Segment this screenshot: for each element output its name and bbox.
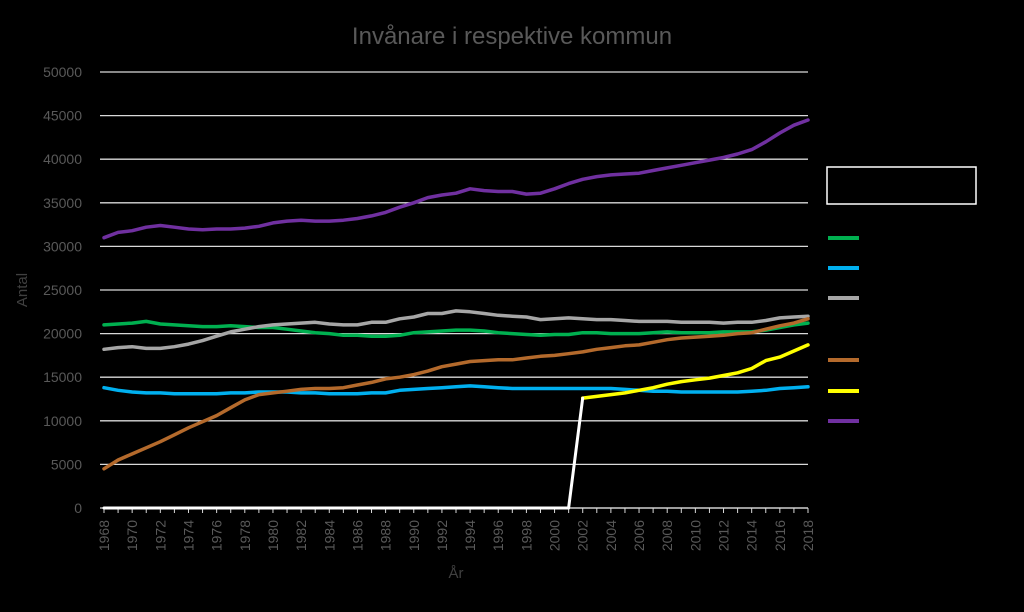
x-tick-label: 1968 xyxy=(96,520,112,551)
series-line-4 xyxy=(102,317,810,471)
y-tick-label: 25000 xyxy=(43,282,82,298)
x-tick-label: 1980 xyxy=(265,520,281,551)
x-tick-label: 1990 xyxy=(406,520,422,551)
x-tick-label: 2000 xyxy=(547,520,563,551)
legend xyxy=(826,166,977,423)
x-tick-label: 1970 xyxy=(124,520,140,551)
x-tick-label: 2018 xyxy=(800,520,816,551)
y-tick-label: 45000 xyxy=(43,108,82,124)
x-tick-label: 1978 xyxy=(237,520,253,551)
x-tick-label: 2006 xyxy=(631,520,647,551)
x-tick-label: 1982 xyxy=(293,520,309,551)
y-tick-label: 30000 xyxy=(43,238,82,254)
x-tick-label: 1992 xyxy=(434,520,450,551)
y-axis-ticks: 0 5000 10000 15000 20000 25000 30000 35000 40000… xyxy=(43,64,82,516)
series-line-3 xyxy=(102,309,810,352)
series-line-2 xyxy=(102,384,810,396)
y-tick-label: 15000 xyxy=(43,369,82,385)
y-tick-label: 20000 xyxy=(43,326,82,342)
x-axis-label: År xyxy=(449,565,464,582)
series-lines xyxy=(102,118,810,510)
series-line-6 xyxy=(102,118,810,240)
y-tick-label: 35000 xyxy=(43,195,82,211)
x-tick-label: 2014 xyxy=(744,520,760,551)
x-tick-label: 1998 xyxy=(518,520,534,551)
y-axis-label: Antal xyxy=(14,273,31,307)
x-tick-label: 1972 xyxy=(152,520,168,551)
x-tick-label: 1976 xyxy=(209,520,225,551)
y-tick-label: 5000 xyxy=(51,456,82,472)
x-tick-label: 1988 xyxy=(378,520,394,551)
x-tick-label: 2002 xyxy=(575,520,591,551)
x-tick-label: 1996 xyxy=(490,520,506,551)
y-tick-label: 40000 xyxy=(43,151,82,167)
series-line-7 xyxy=(102,396,585,510)
chart-title: Invånare i respektive kommun xyxy=(352,23,672,50)
x-tick-label: 1986 xyxy=(349,520,365,551)
x-tick-label: 2016 xyxy=(772,520,788,551)
grid-lines xyxy=(100,71,808,509)
x-tick-label: 2004 xyxy=(603,520,619,551)
y-tick-label: 10000 xyxy=(43,413,82,429)
y-tick-label: 0 xyxy=(74,500,82,516)
x-axis-ticks: 1968 1970 1972 1974 1976 1978 1980 1982 1984 1986… xyxy=(96,507,816,551)
legend-box xyxy=(826,166,977,205)
x-tick-label: 2012 xyxy=(716,520,732,551)
y-tick-label: 50000 xyxy=(43,64,82,80)
x-tick-label: 1994 xyxy=(462,520,478,551)
x-tick-label: 1984 xyxy=(321,520,337,551)
x-tick-label: 2008 xyxy=(659,520,675,551)
x-tick-label: 1974 xyxy=(180,520,196,551)
x-tick-label: 2010 xyxy=(687,520,703,551)
series-line-1 xyxy=(102,319,810,338)
series-line-5 xyxy=(580,343,810,400)
